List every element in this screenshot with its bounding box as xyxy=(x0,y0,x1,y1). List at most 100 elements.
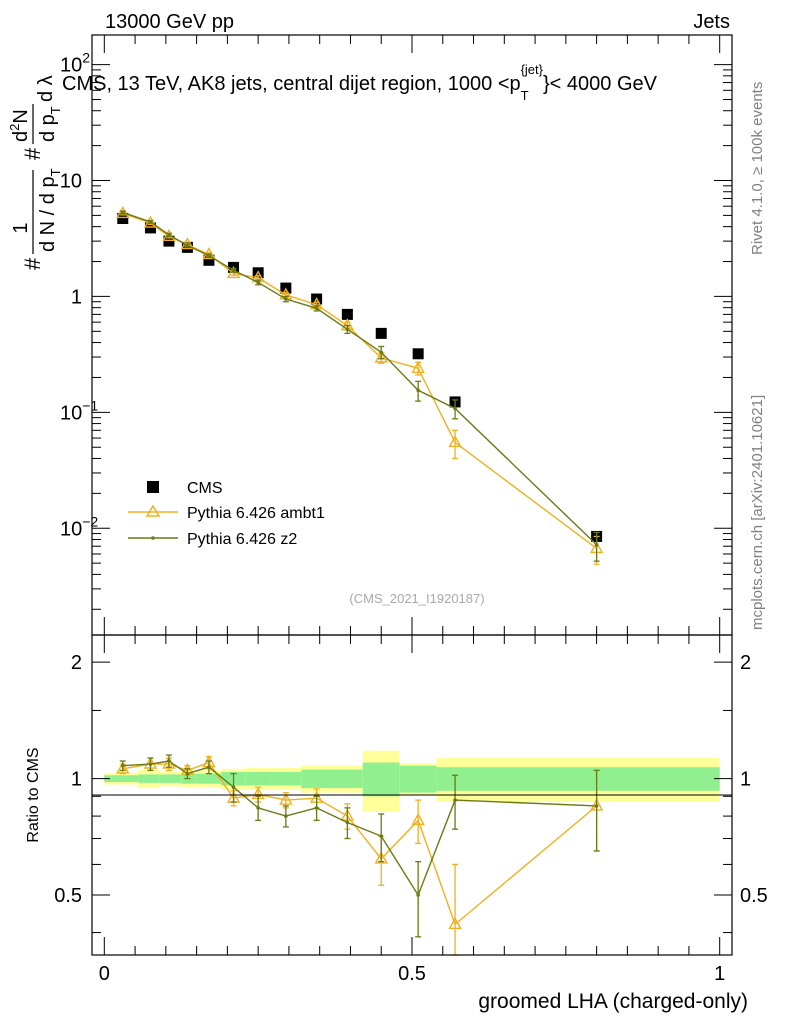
main-y-axis-label: # 1 d N / d pT # d2N d pT d λ xyxy=(7,75,63,270)
ratio-ambt1-point-10 xyxy=(374,851,388,864)
ratio-ambt1-point-7 xyxy=(279,792,293,805)
mcplots-label: mcplots.cern.ch [arXiv:2401.10621] xyxy=(749,395,766,630)
ambt1-point-0 xyxy=(116,205,130,219)
plot-title-main: CMS, 13 TeV, AK8 jets, central dijet reg… xyxy=(62,73,521,95)
cms-point-1 xyxy=(144,222,156,234)
ylabel-dlambda: d λ xyxy=(35,75,57,102)
ylabel-d2n-den: d pT xyxy=(37,106,63,142)
main-axis-ticks: 10−2 10−1 1 10 102 xyxy=(60,50,732,610)
header-jets: Jets xyxy=(693,11,730,33)
ratio-ambt1-point-12 xyxy=(448,916,462,930)
z2-point-7 xyxy=(284,297,288,301)
ratio-ytick-label-left-0: 0.5 xyxy=(54,885,82,907)
cms-point-2 xyxy=(163,235,175,247)
legend: CMS Pythia 6.426 ambt1 Pythia 6.426 z2 xyxy=(128,480,325,548)
ambt1-point-12 xyxy=(448,434,462,448)
band-stat-7 xyxy=(270,771,302,786)
ylabel-frac-den: d N / d pT xyxy=(37,168,63,252)
plot-title: CMS, 13 TeV, AK8 jets, central dijet reg… xyxy=(62,62,658,103)
ylabel-d2n: d2N xyxy=(7,109,32,142)
z2-point-11 xyxy=(416,388,420,393)
band-stat-4 xyxy=(196,773,222,784)
ambt1-point-10 xyxy=(374,350,388,363)
cms-point-4 xyxy=(203,254,215,266)
rivet-version-label: Rivet 4.1.0, ≥ 100k events xyxy=(749,82,766,255)
main-ytick-label-3: 10 xyxy=(60,171,82,193)
ylabel-frac-num: 1 xyxy=(10,222,32,233)
ratio-z2-point-0 xyxy=(120,763,125,768)
plot-title-sup: {jet} xyxy=(521,62,544,77)
band-stat-0 xyxy=(104,775,139,782)
xtick-label-0: 0 xyxy=(99,963,110,985)
ratio-z2-point-5 xyxy=(231,785,236,790)
ratio-ytick-label-right-1: 1 xyxy=(740,769,751,791)
main-ytick-label-4: 102 xyxy=(60,50,90,77)
band-stat-9 xyxy=(332,769,363,789)
ratio-ambt1-point-11 xyxy=(411,812,425,826)
ratio-ambt1-point-0 xyxy=(116,761,130,774)
ratio-z2-point-10 xyxy=(379,834,384,838)
x-axis-label: groomed LHA (charged-only) xyxy=(478,990,748,1013)
z2-point-5 xyxy=(231,268,236,273)
plot-title-tail: }< 4000 GeV xyxy=(543,73,658,95)
z2-point-0 xyxy=(120,210,125,215)
z2-point-1 xyxy=(148,220,153,224)
plot-title-sub: T xyxy=(521,88,529,103)
z2-point-8 xyxy=(314,306,319,311)
ratio-ytick-label-right-0: 0.5 xyxy=(740,885,768,907)
main-ytick-label-2: 1 xyxy=(71,286,82,308)
legend-z2-label: Pythia 6.426 z2 xyxy=(187,531,297,548)
band-stat-8 xyxy=(301,769,332,789)
ratio-z2-point-3 xyxy=(185,771,190,776)
cms-point-11 xyxy=(412,348,424,360)
band-stat-6 xyxy=(245,771,271,786)
ambt1-line xyxy=(122,212,598,549)
main-panel-series xyxy=(116,205,604,565)
header-energy: 13000 GeV pp xyxy=(105,11,234,33)
ratio-axis-ticks: 0.5 0.5 1 1 2 2 xyxy=(54,652,768,934)
z2-point-10 xyxy=(379,350,384,355)
z2-point-2 xyxy=(167,233,171,237)
analysis-watermark: (CMS_2021_I1920187) xyxy=(349,591,484,606)
ratio-ytick-label-left-2: 2 xyxy=(71,652,82,674)
ratio-z2-point-9 xyxy=(345,820,350,825)
legend-z2-marker xyxy=(151,536,155,540)
z2-line xyxy=(122,211,598,546)
band-stat-2 xyxy=(159,774,182,783)
z2-point-12 xyxy=(453,406,457,411)
legend-ambt1-marker xyxy=(145,504,161,517)
ratio-z2-point-1 xyxy=(148,762,153,766)
ratio-z2-point-7 xyxy=(284,814,288,818)
ratio-panel-series xyxy=(116,754,604,956)
ratio-y-axis-label: Ratio to CMS xyxy=(25,747,42,842)
ratio-z2-point-11 xyxy=(416,893,420,897)
z2-point-3 xyxy=(185,243,190,248)
xtick-label-1: 0.5 xyxy=(398,963,426,985)
z2-point-4 xyxy=(207,253,211,258)
ratio-ytick-label-right-2: 2 xyxy=(740,652,751,674)
xtick-label-2: 1 xyxy=(714,963,725,985)
ratio-z2-point-8 xyxy=(314,806,319,810)
cms-point-10 xyxy=(375,327,387,339)
legend-cms-marker xyxy=(147,481,159,493)
band-stat-10 xyxy=(362,762,400,797)
z2-point-13 xyxy=(594,542,599,547)
cms-point-9 xyxy=(341,308,353,320)
cms-point-0 xyxy=(117,213,129,225)
ratio-ytick-label-left-1: 1 xyxy=(71,769,82,791)
ylabel-hash-2: # xyxy=(20,147,45,160)
z2-point-6 xyxy=(256,280,260,285)
ambt1-point-11 xyxy=(411,360,425,373)
main-ytick-label-0: 10−2 xyxy=(60,513,98,540)
ratio-z2-point-6 xyxy=(256,806,260,810)
ambt1-point-2 xyxy=(162,228,176,242)
band-stat-1 xyxy=(138,774,160,783)
ratio-z2-point-13 xyxy=(594,804,599,808)
ratio-z2-point-2 xyxy=(167,759,171,763)
x-axis-ticks: 0 0.5 1 xyxy=(99,35,725,985)
ratio-uncertainty-bands xyxy=(104,750,720,812)
main-ytick-label-1: 10−1 xyxy=(60,397,98,424)
ambt1-point-1 xyxy=(143,215,158,228)
ratio-z2-point-12 xyxy=(453,798,457,802)
